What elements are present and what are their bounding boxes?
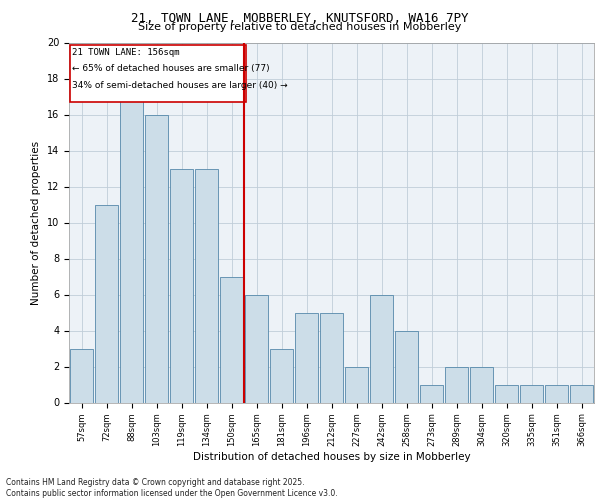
Bar [120,96,143,403]
Text: ← 65% of detached houses are smaller (77): ← 65% of detached houses are smaller (77… [73,64,270,73]
Bar [520,384,543,402]
Bar [345,366,368,402]
Bar [295,312,318,402]
Bar [320,312,343,402]
Bar [395,330,418,402]
Text: 21, TOWN LANE, MOBBERLEY, KNUTSFORD, WA16 7PY: 21, TOWN LANE, MOBBERLEY, KNUTSFORD, WA1… [131,12,469,25]
Bar [270,348,293,403]
Text: 21 TOWN LANE: 156sqm: 21 TOWN LANE: 156sqm [73,48,180,58]
Bar [220,276,243,402]
Text: 34% of semi-detached houses are larger (40) →: 34% of semi-detached houses are larger (… [73,81,288,90]
Bar [445,366,468,402]
Bar [495,384,518,402]
Bar [95,204,118,402]
Bar [570,384,593,402]
Bar [245,294,268,403]
Bar [170,168,193,402]
Text: Contains HM Land Registry data © Crown copyright and database right 2025.
Contai: Contains HM Land Registry data © Crown c… [6,478,338,498]
Y-axis label: Number of detached properties: Number of detached properties [31,140,41,304]
Bar [70,45,246,102]
Bar [470,366,493,402]
Bar [370,294,393,403]
Bar [195,168,218,402]
Text: Size of property relative to detached houses in Mobberley: Size of property relative to detached ho… [139,22,461,32]
Bar [420,384,443,402]
Bar [70,348,93,403]
Bar [545,384,568,402]
X-axis label: Distribution of detached houses by size in Mobberley: Distribution of detached houses by size … [193,452,470,462]
Bar [145,114,168,403]
